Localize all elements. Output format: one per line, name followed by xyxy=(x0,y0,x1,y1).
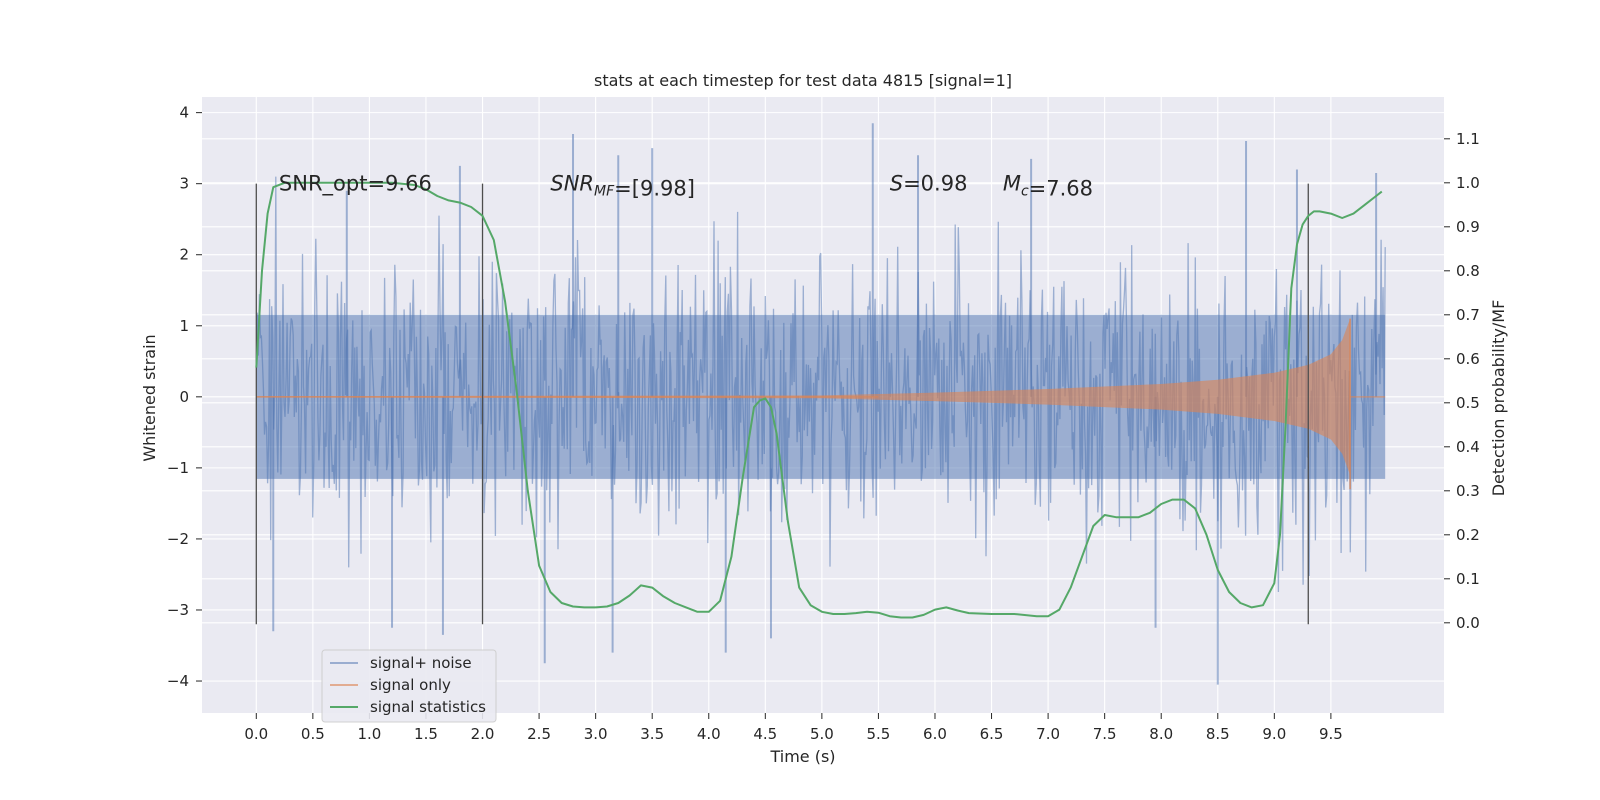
y-tick-label: −2 xyxy=(167,530,189,548)
y-right-tick-label: 0.8 xyxy=(1456,262,1480,280)
y-right-tick-label: 0.4 xyxy=(1456,438,1480,456)
x-tick-label: 8.5 xyxy=(1206,725,1230,743)
y-axis-label: Whitened strain xyxy=(140,334,159,461)
x-tick-label: 0.0 xyxy=(244,725,268,743)
x-tick-label: 5.5 xyxy=(866,725,890,743)
legend-label: signal only xyxy=(370,676,451,694)
x-tick-label: 4.0 xyxy=(697,725,721,743)
y-right-tick-label: 1.0 xyxy=(1456,174,1480,192)
y-tick-label: 0 xyxy=(179,388,189,406)
x-tick-label: 0.5 xyxy=(301,725,325,743)
legend-label: signal statistics xyxy=(370,698,486,716)
y-tick-label: 4 xyxy=(179,104,189,122)
x-tick-label: 9.0 xyxy=(1262,725,1286,743)
series-signal-only xyxy=(256,318,1386,490)
x-tick-label: 1.0 xyxy=(357,725,381,743)
x-tick-label: 1.5 xyxy=(414,725,438,743)
x-tick-label: 4.5 xyxy=(753,725,777,743)
annotation-snr-mf: SNRMF=[9.98] xyxy=(550,172,695,201)
x-axis: 0.0 0.5 1.0 1.5 2.0 2.5 3.0 3.5 4.0 4.5 5.0 5.5 6.0 6… xyxy=(244,713,1343,743)
x-tick-label: 8.0 xyxy=(1149,725,1173,743)
x-tick-label: 6.0 xyxy=(923,725,947,743)
y-axis-right: 0.0 0.1 0.2 0.3 0.4 0.5 0.6 0.7 0.8 0.9 1.0 1.1 xyxy=(1444,130,1480,632)
y-right-tick-label: 0.9 xyxy=(1456,218,1480,236)
annotation-chirp-mass: Mc=7.68 xyxy=(1003,172,1093,201)
legend: signal+ noise signal only signal statistic… xyxy=(321,649,497,723)
x-tick-label: 3.5 xyxy=(640,725,664,743)
y-right-tick-label: 0.5 xyxy=(1456,394,1480,412)
y-tick-label: −4 xyxy=(167,672,189,690)
y-right-tick-label: 0.2 xyxy=(1456,526,1480,544)
x-axis-label: Time (s) xyxy=(769,747,835,766)
chart-title: stats at each timestep for test data 481… xyxy=(594,71,1012,90)
x-tick-label: 7.0 xyxy=(1036,725,1060,743)
annotation-snr-opt: SNR_opt=9.66 xyxy=(279,172,432,197)
x-tick-label: 5.0 xyxy=(810,725,834,743)
annotation-s-value: S=0.98 xyxy=(890,172,968,196)
y-tick-label: 2 xyxy=(179,246,189,264)
x-tick-label: 3.0 xyxy=(584,725,608,743)
y-axis-right-label: Detection probability/MF xyxy=(1489,300,1508,497)
y-right-tick-label: 0.3 xyxy=(1456,482,1480,500)
y-tick-label: 1 xyxy=(179,317,189,335)
x-tick-label: 6.5 xyxy=(980,725,1004,743)
series-signal-statistics xyxy=(255,181,1383,619)
legend-label: signal+ noise xyxy=(370,654,472,672)
y-right-tick-label: 1.1 xyxy=(1456,130,1480,148)
x-tick-label: 9.5 xyxy=(1319,725,1343,743)
x-tick-label: 2.5 xyxy=(527,725,551,743)
y-right-tick-label: 0.6 xyxy=(1456,350,1480,368)
y-right-tick-label: 0.1 xyxy=(1456,570,1480,588)
legend-box xyxy=(321,649,497,723)
x-tick-label: 7.5 xyxy=(1093,725,1117,743)
plot-area: −4 −3 −2 −1 0 1 2 3 4 0.0 0.1 0.2 0.3 0.4 0.5 0.6 0.7 0.8… xyxy=(167,97,1480,743)
y-tick-label: −1 xyxy=(167,459,189,477)
y-right-tick-label: 0.0 xyxy=(1456,614,1480,632)
y-right-tick-label: 0.7 xyxy=(1456,306,1480,324)
y-tick-label: 3 xyxy=(179,175,189,193)
y-tick-label: −3 xyxy=(167,601,189,619)
x-tick-label: 2.0 xyxy=(471,725,495,743)
y-axis-left: −4 −3 −2 −1 0 1 2 3 4 xyxy=(167,104,202,690)
